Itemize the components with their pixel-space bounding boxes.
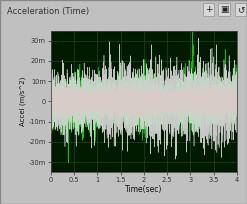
- X-axis label: Time(sec): Time(sec): [125, 185, 163, 194]
- Text: Acceleration (Time): Acceleration (Time): [7, 7, 89, 16]
- Text: ▣: ▣: [220, 5, 228, 14]
- Text: +: +: [205, 5, 212, 14]
- Y-axis label: Accel (m/s^2): Accel (m/s^2): [20, 77, 26, 126]
- Text: ↺: ↺: [237, 5, 245, 14]
